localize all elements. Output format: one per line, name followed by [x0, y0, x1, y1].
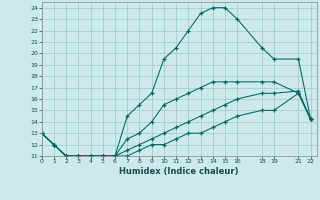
X-axis label: Humidex (Indice chaleur): Humidex (Indice chaleur)	[119, 167, 239, 176]
